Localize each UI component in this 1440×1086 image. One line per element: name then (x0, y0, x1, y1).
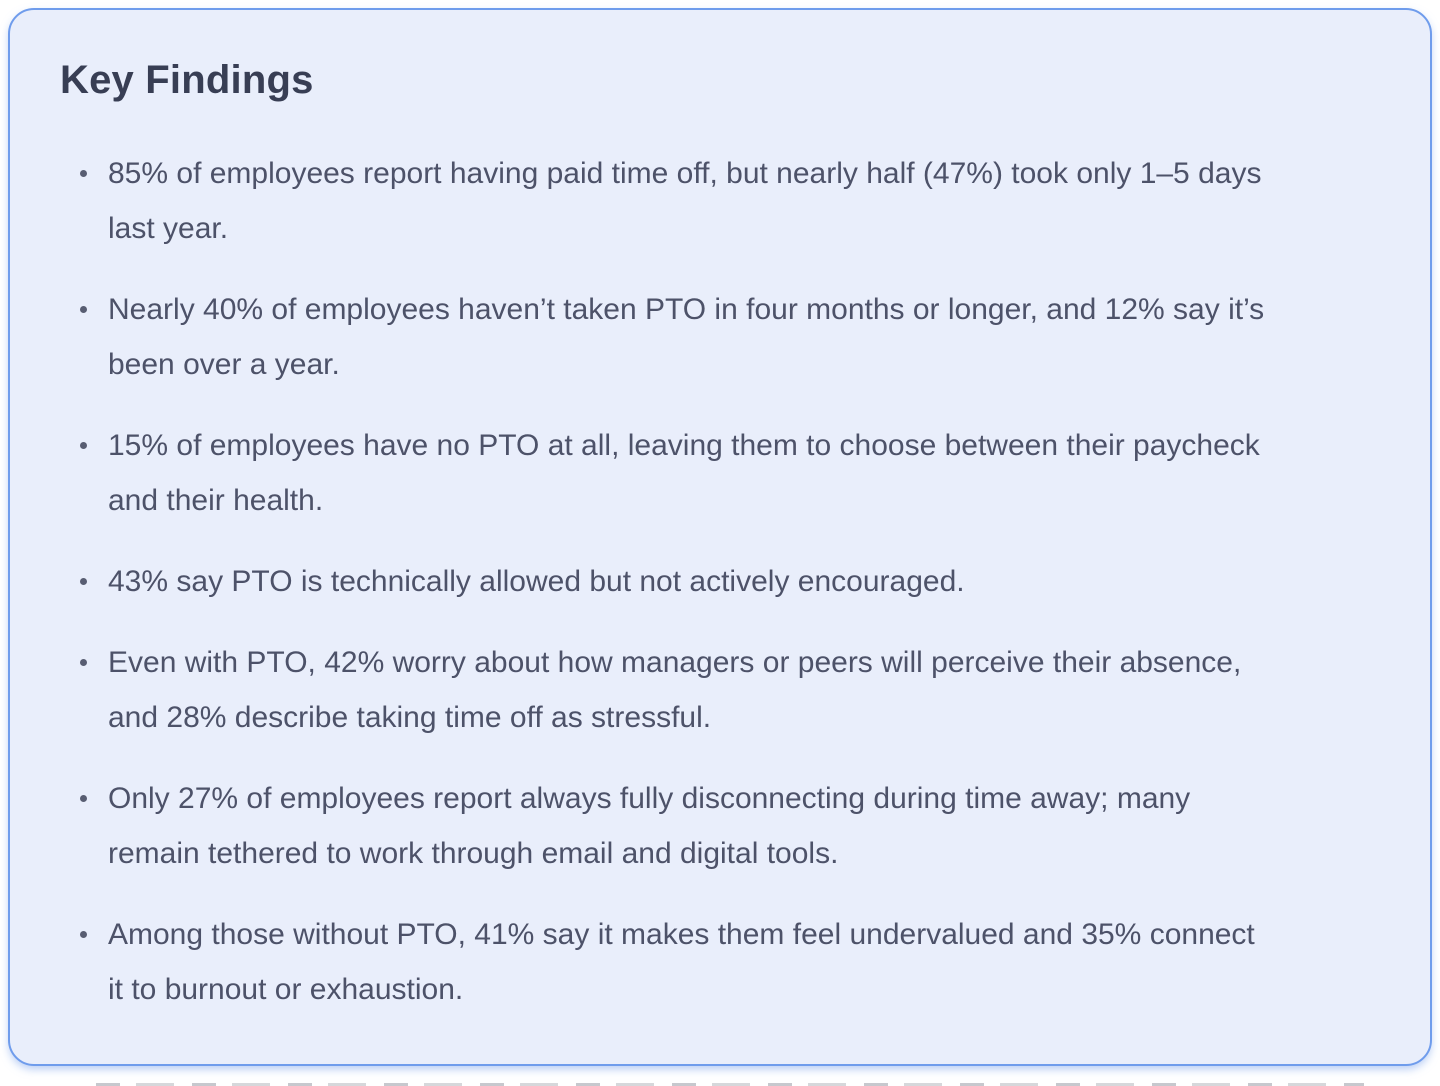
finding-item: Even with PTO, 42% worry about how manag… (60, 635, 1278, 745)
cropped-content-edge (96, 1083, 1364, 1086)
card-title: Key Findings (60, 58, 314, 102)
finding-item: Only 27% of employees report always full… (60, 771, 1278, 881)
findings-list: 85% of employees report having paid time… (60, 146, 1374, 1017)
finding-item: 85% of employees report having paid time… (60, 146, 1278, 256)
key-findings-card: Key Findings 85% of employees report hav… (8, 8, 1432, 1066)
finding-item: 43% say PTO is technically allowed but n… (60, 554, 1278, 609)
finding-item: Among those without PTO, 41% say it make… (60, 907, 1278, 1017)
finding-item: Nearly 40% of employees haven’t taken PT… (60, 282, 1278, 392)
finding-item: 15% of employees have no PTO at all, lea… (60, 418, 1278, 528)
